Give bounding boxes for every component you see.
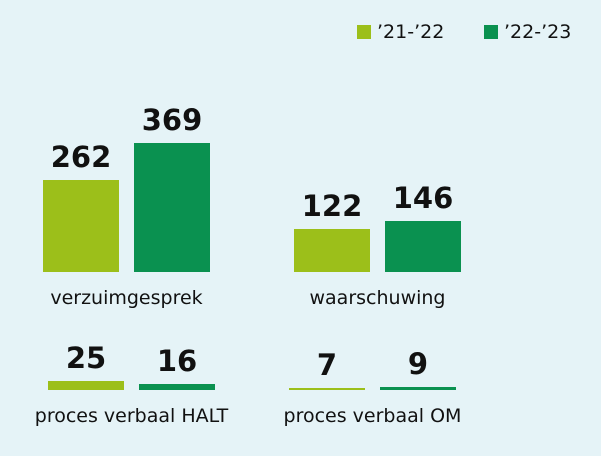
- value-label: 9: [407, 346, 429, 381]
- bar: [294, 229, 370, 272]
- value-label: 262: [50, 140, 112, 175]
- legend-label: ’21-’22: [377, 21, 445, 43]
- value-label: 7: [316, 347, 338, 382]
- bar: [134, 142, 210, 272]
- bar: [43, 180, 119, 272]
- category-label: proces verbaal HALT: [34, 405, 229, 427]
- category-label: verzuimgesprek: [50, 287, 203, 309]
- value-label: 16: [156, 344, 198, 379]
- legend-swatch: [484, 25, 498, 39]
- category-label: proces verbaal OM: [283, 405, 462, 427]
- category-label: waarschuwing: [309, 287, 446, 309]
- value-label: 122: [301, 189, 363, 224]
- legend-swatch: [357, 25, 371, 39]
- bar: [139, 384, 215, 390]
- bar: [289, 387, 365, 390]
- value-label: 369: [141, 102, 203, 137]
- value-label: 146: [392, 180, 454, 215]
- value-label: 25: [65, 341, 107, 376]
- bar: [48, 381, 124, 390]
- bar: [380, 386, 456, 390]
- bar: [385, 220, 461, 272]
- legend-label: ’22-’23: [504, 21, 572, 43]
